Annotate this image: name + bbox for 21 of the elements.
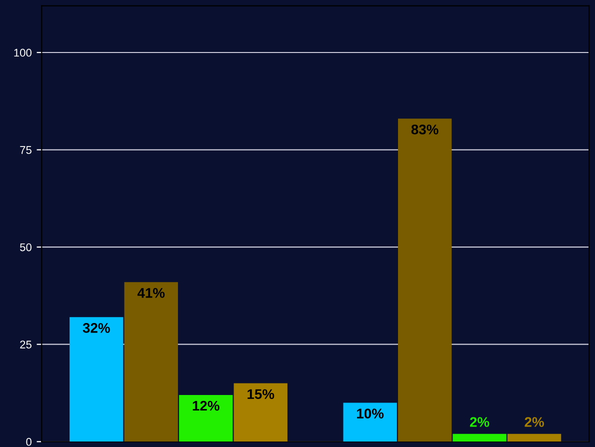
data-label: 15% [248, 389, 274, 400]
bar [343, 402, 397, 442]
data-label: 2% [524, 417, 544, 427]
data-label: 83% [411, 124, 438, 134]
y-tick-label: 75 [20, 146, 32, 154]
bar [234, 383, 288, 442]
data-label: 2% [470, 417, 490, 427]
bar [507, 434, 562, 442]
y-tick-label: 100 [14, 48, 32, 57]
data-label: 12% [192, 400, 220, 411]
y-tick-label: 0 [26, 438, 32, 446]
data-label: 41% [137, 288, 165, 298]
bar [398, 118, 452, 442]
data-label: 10% [357, 408, 384, 418]
bar [124, 282, 178, 442]
bar [70, 317, 124, 442]
data-label: 32% [82, 323, 110, 333]
bar [452, 434, 506, 442]
y-tick-label: 25 [20, 340, 32, 348]
y-tick-label: 50 [20, 243, 32, 252]
bar [179, 394, 233, 442]
